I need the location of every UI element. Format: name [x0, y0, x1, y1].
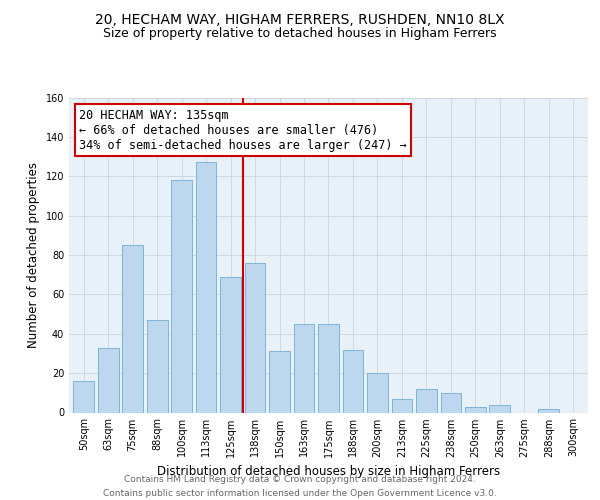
Bar [392, 398, 412, 412]
Text: 20 HECHAM WAY: 135sqm
← 66% of detached houses are smaller (476)
34% of semi-det: 20 HECHAM WAY: 135sqm ← 66% of detached … [79, 108, 407, 152]
Bar [538, 408, 559, 412]
Bar [98, 348, 119, 412]
Bar [465, 406, 486, 412]
Bar [293, 324, 314, 412]
X-axis label: Distribution of detached houses by size in Higham Ferrers: Distribution of detached houses by size … [157, 465, 500, 478]
Bar [171, 180, 192, 412]
Bar [440, 393, 461, 412]
Bar [73, 381, 94, 412]
Y-axis label: Number of detached properties: Number of detached properties [27, 162, 40, 348]
Bar [367, 373, 388, 412]
Text: Contains HM Land Registry data © Crown copyright and database right 2024.
Contai: Contains HM Land Registry data © Crown c… [103, 476, 497, 498]
Text: 20, HECHAM WAY, HIGHAM FERRERS, RUSHDEN, NN10 8LX: 20, HECHAM WAY, HIGHAM FERRERS, RUSHDEN,… [95, 12, 505, 26]
Bar [147, 320, 167, 412]
Bar [196, 162, 217, 412]
Bar [490, 404, 510, 412]
Bar [245, 263, 265, 412]
Text: Size of property relative to detached houses in Higham Ferrers: Size of property relative to detached ho… [103, 28, 497, 40]
Bar [269, 352, 290, 412]
Bar [318, 324, 339, 412]
Bar [416, 389, 437, 412]
Bar [343, 350, 364, 412]
Bar [220, 276, 241, 412]
Bar [122, 245, 143, 412]
